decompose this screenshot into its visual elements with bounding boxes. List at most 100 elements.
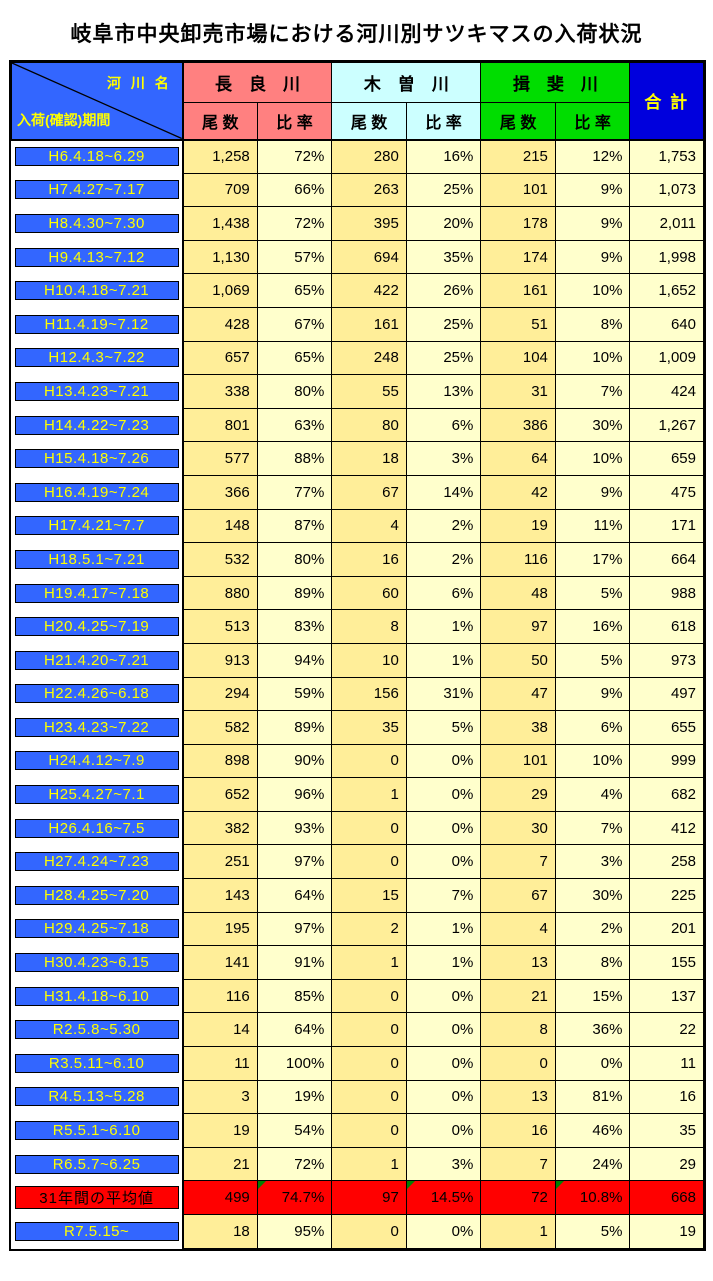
table-row: H29.4.25~7.18 195 97% 2 1% 4 2% 201 xyxy=(11,911,704,947)
total-cell: 155 xyxy=(629,945,704,980)
table-row: H7.4.27~7.17 709 66% 263 25% 101 9% 1,073 xyxy=(11,172,704,208)
count-cell: 0 xyxy=(331,1214,407,1249)
ratio-cell: 0% xyxy=(405,810,482,846)
count-cell: 143 xyxy=(182,878,258,913)
count-cell: 64 xyxy=(480,441,556,476)
count-cell: 1,258 xyxy=(182,139,258,174)
ratio-cell: 91% xyxy=(256,945,333,980)
count-cell: 4 xyxy=(480,911,556,947)
period-cell: H16.4.19~7.24 xyxy=(11,475,184,510)
period-cell: H23.4.23~7.22 xyxy=(11,710,184,745)
count-cell: 251 xyxy=(182,844,258,880)
ratio-cell: 0% xyxy=(405,1214,482,1249)
ratio-cell: 90% xyxy=(256,743,333,779)
period-cell: H6.4.18~6.29 xyxy=(11,139,184,174)
count-cell: 195 xyxy=(182,911,258,947)
ratio-cell: 2% xyxy=(405,542,482,577)
ratio-cell: 6% xyxy=(405,407,482,443)
period-cell: H15.4.18~7.26 xyxy=(11,441,184,476)
subheader-kiso-ratio: 比 率 xyxy=(405,102,482,141)
period-label: H31.4.18~6.10 xyxy=(14,986,179,1006)
count-cell: 0 xyxy=(331,743,407,779)
count-cell: 48 xyxy=(480,575,556,611)
ratio-cell: 77% xyxy=(256,474,333,510)
ratio-cell: 0% xyxy=(405,1046,482,1081)
count-cell: 3 xyxy=(182,1079,258,1115)
subheader-nagara-ratio: 比 率 xyxy=(256,102,333,141)
subheader-kiso-count: 尾 数 xyxy=(331,102,407,141)
period-cell: H8.4.30~7.30 xyxy=(11,206,184,241)
ratio-cell: 89% xyxy=(256,575,333,611)
ratio-cell: 16% xyxy=(405,139,482,174)
period-cell: H27.4.24~7.23 xyxy=(11,844,184,879)
total-cell: 497 xyxy=(629,676,704,712)
count-cell: 0 xyxy=(331,1012,407,1048)
table-row: H12.4.3~7.22 657 65% 248 25% 104 10% 1,009 xyxy=(11,340,704,376)
ratio-cell: 5% xyxy=(554,575,631,611)
count-cell: 898 xyxy=(182,743,258,779)
period-cell: H7.4.27~7.17 xyxy=(11,173,184,207)
count-cell: 104 xyxy=(480,340,556,376)
count-cell: 31 xyxy=(480,374,556,409)
period-cell: H10.4.18~7.21 xyxy=(11,273,184,308)
ratio-cell: 3% xyxy=(405,441,482,476)
period-label: H10.4.18~7.21 xyxy=(14,281,179,301)
ratio-cell: 10% xyxy=(554,743,631,779)
table-row: H11.4.19~7.12 428 67% 161 25% 51 8% 640 xyxy=(11,306,704,342)
count-cell: 101 xyxy=(480,743,556,779)
ratio-cell: 36% xyxy=(554,1012,631,1048)
total-cell: 22 xyxy=(629,1012,704,1048)
page-title: 岐阜市中央卸売市場における河川別サツキマスの入荷状況 xyxy=(70,23,643,46)
table-row: H31.4.18~6.10 116 85% 0 0% 21 15% 137 xyxy=(11,978,704,1014)
count-cell: 1,438 xyxy=(182,206,258,241)
ratio-cell: 64% xyxy=(256,1012,333,1048)
total-cell: 1,753 xyxy=(629,139,704,174)
count-cell: 51 xyxy=(480,306,556,342)
period-label: H16.4.19~7.24 xyxy=(14,482,179,502)
total-cell: 1,073 xyxy=(629,172,704,208)
ratio-cell: 74.7% xyxy=(256,1180,333,1215)
count-cell: 19 xyxy=(182,1113,258,1148)
period-label: H7.4.27~7.17 xyxy=(14,180,179,200)
total-cell: 137 xyxy=(629,978,704,1014)
count-cell: 19 xyxy=(480,508,556,544)
period-label: H29.4.25~7.18 xyxy=(14,919,179,939)
ratio-cell: 15% xyxy=(554,978,631,1014)
ratio-cell: 0% xyxy=(554,1046,631,1081)
ratio-cell: 4% xyxy=(554,777,631,812)
ratio-cell: 54% xyxy=(256,1113,333,1148)
count-cell: 1 xyxy=(331,945,407,980)
ratio-cell: 94% xyxy=(256,642,333,678)
ratio-cell: 8% xyxy=(554,306,631,342)
count-cell: 2 xyxy=(331,911,407,947)
ratio-cell: 25% xyxy=(405,340,482,376)
count-cell: 0 xyxy=(331,844,407,880)
ratio-cell: 25% xyxy=(405,172,482,208)
diagonal-line xyxy=(12,63,182,139)
table-row: H15.4.18~7.26 577 88% 18 3% 64 10% 659 xyxy=(11,441,704,476)
count-cell: 141 xyxy=(182,945,258,980)
count-cell: 0 xyxy=(331,978,407,1014)
period-label: H13.4.23~7.21 xyxy=(14,381,179,401)
total-cell: 988 xyxy=(629,575,704,611)
total-cell: 659 xyxy=(629,441,704,476)
count-cell: 7 xyxy=(480,844,556,880)
count-cell: 13 xyxy=(480,1079,556,1115)
count-cell: 8 xyxy=(331,609,407,644)
count-cell: 97 xyxy=(331,1180,407,1215)
ratio-cell: 95% xyxy=(256,1214,333,1249)
ratio-cell: 88% xyxy=(256,441,333,476)
table-row: H8.4.30~7.30 1,438 72% 395 20% 178 9% 2,011 xyxy=(11,206,704,241)
count-cell: 42 xyxy=(480,474,556,510)
count-cell: 215 xyxy=(480,139,556,174)
period-label: R4.5.13~5.28 xyxy=(14,1087,179,1107)
ratio-cell: 9% xyxy=(554,474,631,510)
average-row: 31年間の平均値 499 74.7% 97 14.5% 72 10.8% 668 xyxy=(11,1180,704,1215)
ratio-cell: 97% xyxy=(256,844,333,880)
ratio-cell: 0% xyxy=(405,1113,482,1148)
ratio-cell: 57% xyxy=(256,239,333,275)
count-cell: 382 xyxy=(182,810,258,846)
total-cell: 668 xyxy=(629,1180,704,1215)
period-label: H8.4.30~7.30 xyxy=(14,213,179,233)
ratio-cell: 87% xyxy=(256,508,333,544)
